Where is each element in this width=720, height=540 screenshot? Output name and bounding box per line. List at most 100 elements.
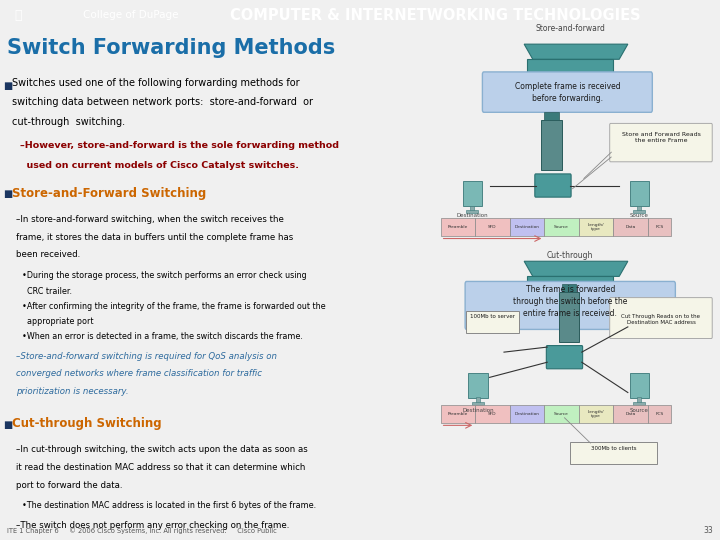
Text: Ⓣ: Ⓣ bbox=[14, 9, 22, 22]
Bar bbox=[470, 206, 474, 211]
FancyBboxPatch shape bbox=[527, 276, 613, 289]
Bar bbox=[637, 206, 642, 211]
Text: Cut-through: Cut-through bbox=[547, 251, 593, 260]
Text: Destination: Destination bbox=[462, 408, 494, 413]
Text: CRC trailer.: CRC trailer. bbox=[22, 287, 71, 296]
Text: SFD: SFD bbox=[488, 225, 497, 229]
FancyBboxPatch shape bbox=[546, 346, 582, 369]
Text: •The destination MAC address is located in the first 6 bytes of the frame.: •The destination MAC address is located … bbox=[22, 501, 316, 510]
Text: converged networks where frame classification for traffic: converged networks where frame classific… bbox=[16, 369, 262, 379]
Text: appropriate port: appropriate port bbox=[22, 317, 93, 326]
Text: •After confirming the integrity of the frame, the frame is forwarded out the: •After confirming the integrity of the f… bbox=[22, 302, 325, 311]
Text: •During the storage process, the switch performs an error check using: •During the storage process, the switch … bbox=[22, 271, 306, 280]
Text: ■: ■ bbox=[4, 420, 13, 430]
Text: frame, it stores the data in buffers until the complete frame has: frame, it stores the data in buffers unt… bbox=[16, 233, 293, 241]
Text: FCS: FCS bbox=[655, 412, 664, 416]
Text: Switch Forwarding Methods: Switch Forwarding Methods bbox=[7, 38, 336, 58]
Text: Cut-through Switching: Cut-through Switching bbox=[12, 417, 161, 430]
Text: ■: ■ bbox=[4, 80, 13, 91]
Bar bbox=[613, 405, 648, 423]
Bar bbox=[559, 292, 579, 342]
Text: The frame is forwarded
through the switch before the
entire frame is received.: The frame is forwarded through the switc… bbox=[513, 285, 627, 318]
Bar bbox=[637, 397, 642, 403]
Bar bbox=[462, 181, 482, 206]
Text: switching data between network ports:  store-and-forward  or: switching data between network ports: st… bbox=[12, 97, 312, 107]
Text: Data: Data bbox=[626, 225, 636, 229]
FancyBboxPatch shape bbox=[482, 72, 652, 112]
Text: Source: Source bbox=[554, 412, 569, 416]
Text: Store and Forward Reads
the entire Frame: Store and Forward Reads the entire Frame bbox=[621, 132, 701, 143]
Text: SFD: SFD bbox=[488, 412, 497, 416]
Bar bbox=[648, 218, 671, 236]
Text: ■: ■ bbox=[4, 190, 13, 199]
Bar bbox=[544, 112, 559, 120]
Text: Source: Source bbox=[554, 225, 569, 229]
Text: it read the destination MAC address so that it can determine which: it read the destination MAC address so t… bbox=[16, 463, 305, 472]
Text: Source: Source bbox=[630, 213, 649, 218]
Bar bbox=[634, 211, 646, 213]
FancyBboxPatch shape bbox=[535, 174, 571, 197]
Bar bbox=[475, 218, 510, 236]
Bar bbox=[629, 373, 649, 399]
Text: Destination: Destination bbox=[515, 412, 539, 416]
Text: Preamble: Preamble bbox=[448, 412, 468, 416]
Text: Switches used one of the following forwarding methods for: Switches used one of the following forwa… bbox=[12, 78, 299, 88]
Text: been received.: been received. bbox=[16, 250, 80, 259]
Bar bbox=[476, 397, 480, 403]
Bar bbox=[441, 405, 475, 423]
Text: •When an error is detected in a frame, the switch discards the frame.: •When an error is detected in a frame, t… bbox=[22, 332, 302, 341]
Text: –Store-and-forward switching is required for QoS analysis on: –Store-and-forward switching is required… bbox=[16, 352, 276, 361]
Polygon shape bbox=[524, 44, 628, 59]
Text: Length/
type: Length/ type bbox=[588, 223, 605, 231]
Text: Preamble: Preamble bbox=[448, 225, 468, 229]
FancyBboxPatch shape bbox=[610, 298, 712, 339]
Text: –The switch does not perform any error checking on the frame.: –The switch does not perform any error c… bbox=[16, 521, 289, 530]
Bar bbox=[472, 402, 484, 405]
Text: Complete frame is received
before forwarding.: Complete frame is received before forwar… bbox=[515, 82, 620, 103]
FancyBboxPatch shape bbox=[465, 281, 675, 329]
Bar bbox=[544, 218, 579, 236]
Text: Source: Source bbox=[630, 408, 649, 413]
Polygon shape bbox=[524, 261, 628, 276]
Text: ITE 1 Chapter 6     © 2006 Cisco Systems, Inc. All rights reserved.     Cisco Pu: ITE 1 Chapter 6 © 2006 Cisco Systems, In… bbox=[7, 527, 277, 534]
Text: 33: 33 bbox=[703, 526, 713, 535]
Bar bbox=[634, 402, 646, 405]
Text: Destination: Destination bbox=[515, 225, 539, 229]
Text: College of DuPage: College of DuPage bbox=[84, 10, 179, 20]
Bar bbox=[510, 405, 544, 423]
Bar bbox=[475, 405, 510, 423]
Bar bbox=[629, 181, 649, 206]
Text: COMPUTER & INTERNETWORKING TECHNOLOGIES: COMPUTER & INTERNETWORKING TECHNOLOGIES bbox=[230, 8, 641, 23]
Text: FCS: FCS bbox=[655, 225, 664, 229]
Bar bbox=[441, 218, 475, 236]
Bar bbox=[541, 120, 562, 171]
Bar bbox=[510, 218, 544, 236]
Text: Data: Data bbox=[626, 412, 636, 416]
Bar bbox=[648, 405, 671, 423]
Bar bbox=[579, 218, 613, 236]
Text: –In cut-through switching, the switch acts upon the data as soon as: –In cut-through switching, the switch ac… bbox=[16, 446, 307, 454]
Bar bbox=[544, 405, 579, 423]
Text: port to forward the data.: port to forward the data. bbox=[16, 481, 122, 490]
Text: Destination: Destination bbox=[456, 213, 488, 218]
Text: Store-and-forward: Store-and-forward bbox=[535, 24, 606, 33]
Text: 100Mb to server: 100Mb to server bbox=[470, 314, 515, 319]
Bar bbox=[613, 218, 648, 236]
FancyBboxPatch shape bbox=[610, 124, 712, 162]
FancyBboxPatch shape bbox=[527, 59, 613, 72]
Text: cut-through  switching.: cut-through switching. bbox=[12, 117, 125, 126]
Text: Store-and-Forward Switching: Store-and-Forward Switching bbox=[12, 187, 206, 200]
Text: Cut Through Reads on to the
Destination MAC address: Cut Through Reads on to the Destination … bbox=[621, 314, 701, 326]
Text: prioritization is necessary.: prioritization is necessary. bbox=[16, 387, 128, 396]
Text: used on current models of Cisco Catalyst switches.: used on current models of Cisco Catalyst… bbox=[20, 160, 300, 170]
Bar bbox=[468, 373, 488, 399]
FancyBboxPatch shape bbox=[466, 310, 519, 333]
Bar bbox=[467, 211, 478, 213]
Text: 300Mb to clients: 300Mb to clients bbox=[590, 446, 636, 450]
Text: –However, store-and-forward is the sole forwarding method: –However, store-and-forward is the sole … bbox=[20, 141, 339, 150]
Bar bbox=[579, 405, 613, 423]
Text: Length/
type: Length/ type bbox=[588, 410, 605, 418]
FancyBboxPatch shape bbox=[570, 442, 657, 464]
Bar bbox=[562, 284, 576, 292]
Text: –In store-and-forward switching, when the switch receives the: –In store-and-forward switching, when th… bbox=[16, 215, 284, 224]
